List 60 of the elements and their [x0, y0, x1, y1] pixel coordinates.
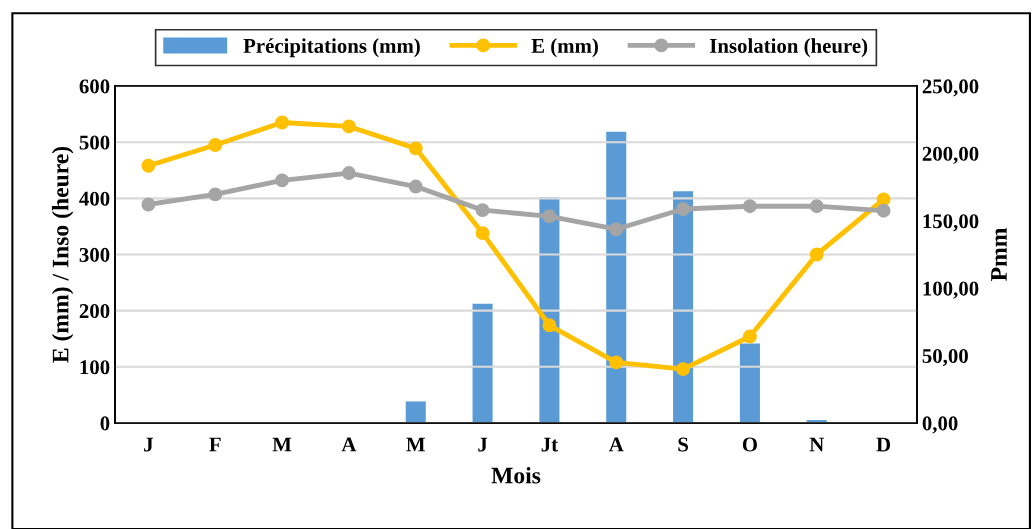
x-tick-label: F: [209, 437, 221, 452]
y-tick-label: 100: [80, 360, 110, 375]
point: [208, 138, 223, 152]
point: [876, 203, 891, 218]
y2-tick-label: 250,00: [922, 79, 979, 97]
point: [141, 158, 156, 173]
point: [609, 355, 624, 370]
bar: [606, 131, 627, 423]
y2-tick-label: 100,00: [923, 281, 979, 299]
x-tick-label: M: [406, 437, 425, 452]
point: [408, 141, 423, 156]
y-tick-label: 600: [79, 79, 110, 94]
legend-label: E (mm): [531, 38, 598, 58]
bar: [673, 191, 694, 423]
y2-tick-label: 200,00: [922, 146, 979, 164]
point: [742, 199, 757, 214]
bar: [539, 197, 560, 423]
x-tick-label: O: [742, 437, 757, 452]
y2-tick-label: 50,00: [922, 348, 968, 367]
bar: [472, 303, 493, 423]
point: [141, 197, 156, 212]
x-axis-title: Mois: [491, 466, 541, 484]
point: [341, 119, 356, 134]
y2-tick-label: 150,00: [923, 214, 979, 232]
point: [275, 115, 290, 130]
x-tick-label: A: [608, 437, 624, 452]
point: [542, 209, 557, 224]
y-tick-label: 0: [100, 416, 110, 431]
point: [542, 318, 557, 333]
point: [475, 203, 490, 218]
point: [809, 247, 824, 262]
x-tick-label: J: [478, 437, 488, 452]
y-tick-label: 500: [79, 135, 110, 150]
y-tick-label: 300: [79, 247, 110, 262]
x-tick-label: Jt: [541, 437, 558, 452]
y2-axis-title: Pmm: [991, 228, 1007, 281]
y2-tick-label: 0,00: [922, 416, 958, 434]
x-tick-label: S: [678, 437, 688, 452]
point: [275, 173, 290, 188]
legend-label: Insolation (heure): [709, 38, 868, 58]
x-tick-label: J: [144, 437, 154, 452]
point: [341, 166, 356, 181]
x-tick-label: D: [876, 437, 891, 452]
point: [676, 362, 691, 377]
point: [475, 226, 490, 241]
point: [676, 202, 691, 216]
legend-label: Précipitations (mm): [243, 38, 420, 58]
x-tick-label: M: [272, 437, 292, 452]
y-tick-label: 400: [79, 191, 110, 206]
point: [742, 329, 757, 344]
point: [208, 187, 223, 202]
y-tick-label: 200: [79, 304, 110, 319]
point: [609, 222, 624, 237]
y-axis-title: E (mm) / Inso (heure): [51, 146, 74, 363]
point: [809, 199, 824, 214]
bar: [405, 401, 426, 423]
x-tick-label: N: [809, 437, 824, 452]
bar: [739, 343, 760, 423]
x-tick-label: A: [341, 437, 357, 452]
point: [408, 179, 423, 194]
